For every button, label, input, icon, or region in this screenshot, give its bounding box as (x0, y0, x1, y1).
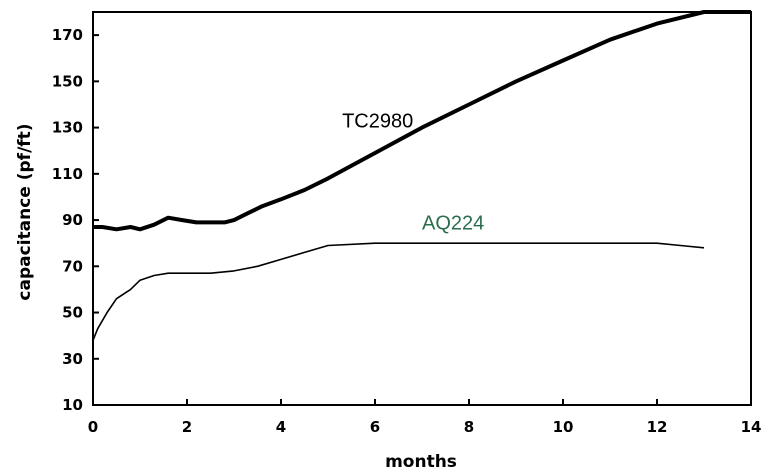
x-axis: 0 2 4 6 8 10 12 14 (88, 399, 762, 436)
x-tick-label: 10 (553, 418, 574, 436)
series-layer (92, 10, 751, 341)
plot-frame (92, 11, 752, 406)
y-tick-label: 30 (62, 350, 83, 368)
x-tick-label: 12 (647, 418, 668, 436)
y-tick-label: 150 (52, 72, 83, 90)
x-tick-label: 6 (370, 418, 380, 436)
x-tick-label: 8 (464, 418, 474, 436)
y-tick-label: 110 (52, 165, 83, 183)
x-tick-label: 0 (88, 418, 98, 436)
y-tick-label: 70 (62, 257, 83, 275)
y-tick-label: 130 (52, 119, 83, 137)
series-label-aq224: AQ224 (422, 212, 484, 234)
y-tick-label: 170 (52, 26, 83, 44)
series-line-tc2980 (93, 10, 751, 232)
y-axis: 10 30 50 70 90 110 130 150 170 (52, 26, 99, 414)
x-axis-title: months (385, 452, 457, 472)
x-tick-label: 4 (276, 418, 286, 436)
y-tick-label: 10 (62, 396, 83, 414)
plot-border (92, 11, 752, 406)
y-tick-label: 50 (62, 304, 83, 322)
x-tick-label: 14 (741, 418, 762, 436)
series-labels: TC2980 AQ224 (342, 111, 484, 235)
series-line-aq224 (92, 242, 705, 341)
series-label-tc2980: TC2980 (342, 111, 413, 133)
y-tick-label: 90 (62, 211, 83, 229)
x-tick-label: 2 (182, 418, 192, 436)
y-axis-title: capacitance (pf/ft) (15, 123, 35, 300)
